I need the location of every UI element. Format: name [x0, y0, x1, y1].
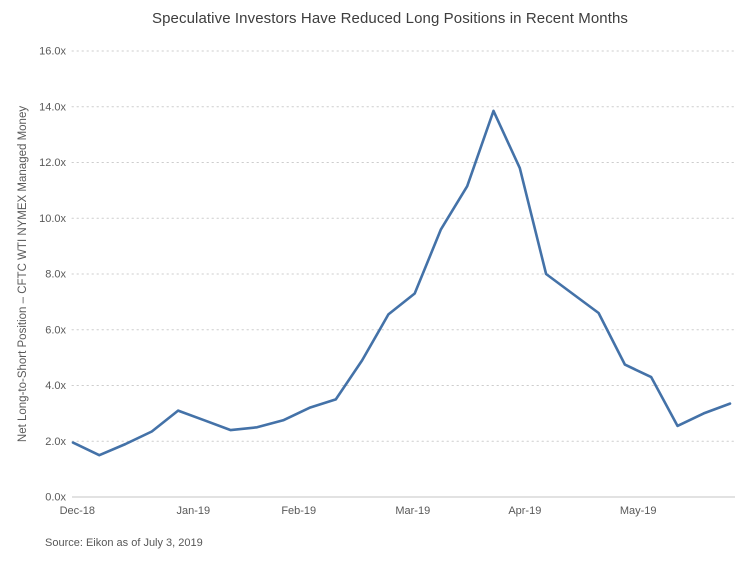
chart-title: Speculative Investors Have Reduced Long … [151, 10, 629, 27]
x-tick-label: Feb-19 [281, 505, 316, 517]
y-tick-label: 8.0x [45, 269, 66, 281]
y-tick-label: 4.0x [45, 380, 66, 392]
x-tick-label: Dec-18 [60, 505, 95, 517]
y-tick-label: 12.0x [39, 157, 66, 169]
y-tick-label: 0.0x [45, 492, 66, 504]
y-tick-label: 16.0x [39, 46, 66, 58]
x-tick-label: Mar-19 [395, 505, 430, 517]
y-tick-label: 6.0x [45, 324, 66, 336]
source-note: Source: Eikon as of July 3, 2019 [45, 537, 203, 549]
y-axis-title: Net Long-to-Short Position – CFTC WTI NY… [17, 105, 29, 443]
y-tick-label: 10.0x [39, 213, 66, 225]
x-tick-label: Apr-19 [508, 505, 541, 517]
data-line [71, 109, 732, 457]
y-tick-label: 14.0x [39, 101, 66, 113]
x-tick-label: Jan-19 [177, 505, 211, 517]
x-tick-label: May-19 [620, 505, 657, 517]
y-tick-label: 2.0x [45, 436, 66, 448]
